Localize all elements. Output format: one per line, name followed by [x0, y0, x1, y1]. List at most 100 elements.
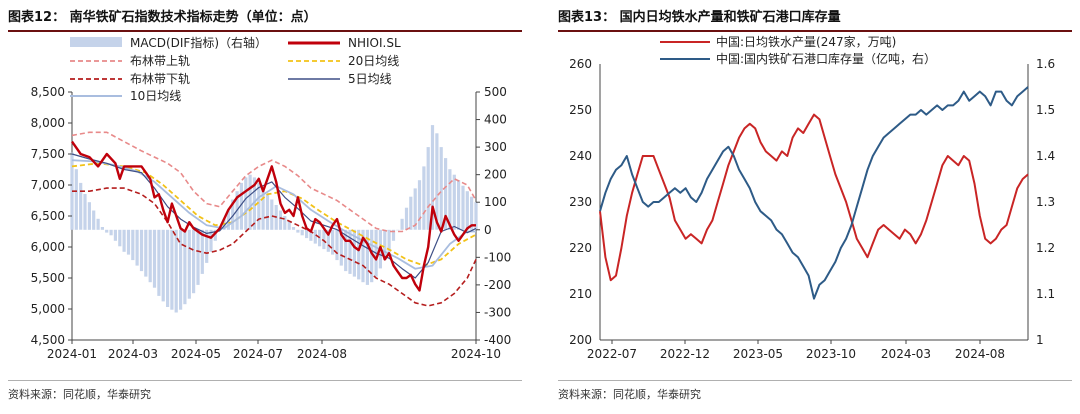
- macd-bar-79: [413, 188, 417, 230]
- right-y-tick-9: -400: [484, 333, 511, 347]
- macd-bar-57: [318, 229, 322, 247]
- legend-swatch-0: [70, 37, 122, 47]
- macd-bar-64: [348, 229, 352, 274]
- left-y-tick-8: 4,500: [31, 333, 65, 347]
- series-line-inventory: [599, 86, 1029, 300]
- right-y-tick-4: 100: [484, 195, 507, 209]
- macd-bar-90: [461, 185, 465, 230]
- x-tick-5: 2024-08: [955, 347, 1005, 361]
- macd-bar-13: [126, 229, 131, 255]
- macd-bar-55: [309, 229, 313, 241]
- right-y-tick-5: 0: [484, 223, 492, 237]
- right-y-tick-2: 300: [484, 140, 507, 154]
- right-y-tick-6: -100: [484, 250, 511, 264]
- macd-bar-8: [105, 229, 109, 233]
- left-title-rule: [8, 30, 522, 32]
- x-tick-3: 2023-10: [806, 347, 856, 361]
- macd-bar-65: [352, 229, 356, 277]
- series-line-ma5: [71, 153, 477, 279]
- macd-bar-50: [287, 221, 291, 230]
- macd-bar-88: [452, 174, 456, 230]
- left-y-tick-5: 6,000: [31, 240, 65, 254]
- macd-bar-78: [409, 196, 413, 230]
- x-tick-4: 2024-08: [297, 347, 347, 361]
- right-source-rule: [558, 380, 1072, 381]
- series-line-boll-lower: [72, 187, 477, 307]
- right-chart-panel: 图表13： 国内日均铁水产量和铁矿石港口库存量 260 250 240 230 220 2…: [550, 0, 1080, 414]
- macd-bar-7: [100, 227, 104, 230]
- left-y-tick-0: 260: [569, 57, 592, 71]
- macd-bar-45: [265, 194, 270, 230]
- right-title-rule: [558, 30, 1072, 32]
- macd-bar-31: [205, 229, 209, 263]
- left-y-tick-6: 5,500: [31, 271, 65, 285]
- macd-bar-10: [113, 229, 117, 241]
- macd-bar-2: [79, 182, 83, 230]
- series-line-boll-upper: [71, 131, 477, 233]
- macd-bar-30: [200, 229, 204, 274]
- right-y-tick-0: 500: [484, 85, 507, 99]
- macd-bar-24: [174, 229, 178, 313]
- macd-bar-82: [426, 147, 430, 230]
- macd-bar-29: [196, 229, 200, 285]
- x-tick-1: 2024-03: [108, 347, 158, 361]
- macd-bar-20: [157, 229, 161, 296]
- macd-bar-66: [357, 229, 361, 280]
- macd-bar-16: [139, 229, 144, 272]
- left-y-tick-4: 6,500: [31, 209, 65, 223]
- right-y-tick-1: 400: [484, 113, 507, 127]
- macd-bar-89: [457, 180, 461, 230]
- left-chart-svg: 8,500 8,000 7,500 7,000 6,500 6,000 5,500 5,000…: [31, 35, 512, 361]
- right-y-tick-2: 1.4: [1036, 149, 1055, 163]
- macd-bar-15: [135, 229, 139, 266]
- macd-bar-67: [361, 229, 365, 283]
- legend-label-4: 布林带下轨: [130, 72, 190, 86]
- macd-bar-12: [122, 229, 126, 252]
- left-source-rule: [8, 380, 522, 381]
- macd-bar-56: [313, 229, 317, 244]
- macd-bar-61: [335, 229, 339, 261]
- macd-bar-69: [370, 229, 374, 283]
- macd-bar-18: [148, 229, 152, 283]
- macd-bar-63: [344, 229, 348, 272]
- right-y-tick-0: 1.6: [1036, 57, 1055, 71]
- macd-bar-91: [465, 191, 469, 230]
- legend-label-1: NHIOI.SL: [348, 36, 401, 50]
- macd-bar-4: [87, 202, 91, 230]
- macd-bar-33: [213, 229, 217, 241]
- macd-bar-68: [365, 229, 369, 285]
- left-chart-panel: 图表12： 南华铁矿石指数技术指标走势（单位：点） 8,500 8,000 7,50…: [0, 0, 530, 414]
- left-y-tick-4: 220: [569, 241, 592, 255]
- macd-bar-6: [96, 218, 100, 230]
- macd-bar-74: [391, 229, 396, 241]
- macd-bar-83: [430, 125, 435, 230]
- macd-bar-59: [326, 229, 330, 252]
- macd-bar-87: [448, 169, 452, 230]
- macd-bar-75: [396, 229, 400, 231]
- macd-bar-81: [422, 166, 426, 230]
- macd-bar-52: [296, 229, 300, 233]
- macd-bar-49: [283, 216, 287, 230]
- macd-bar-60: [331, 229, 335, 255]
- left-y-tick-2: 240: [569, 149, 592, 163]
- macd-bar-62: [339, 229, 343, 266]
- x-tick-4: 2024-03: [881, 347, 931, 361]
- macd-bar-80: [417, 180, 422, 230]
- macd-bar-23: [170, 229, 174, 310]
- macd-bar-41: [248, 174, 252, 230]
- macd-bar-46: [270, 199, 274, 230]
- series-line-iron: [599, 113, 1029, 282]
- series-line-nhioi: [71, 140, 476, 292]
- right-y-tick-7: -200: [484, 278, 511, 292]
- right-y-tick-6: 1: [1036, 333, 1044, 347]
- macd-bar-39: [239, 182, 243, 230]
- right-y-tick-4: 1.2: [1036, 241, 1055, 255]
- macd-bar-53: [300, 229, 304, 236]
- macd-bar-93: [474, 202, 478, 230]
- macd-bar-37: [231, 199, 235, 230]
- left-y-tick-7: 5,000: [31, 302, 65, 316]
- right-chart-title: 图表13： 国内日均铁水产量和铁矿石港口库存量: [558, 10, 841, 25]
- macd-bar-11: [118, 229, 122, 247]
- macd-bar-25: [179, 229, 183, 310]
- macd-bar-77: [404, 207, 409, 230]
